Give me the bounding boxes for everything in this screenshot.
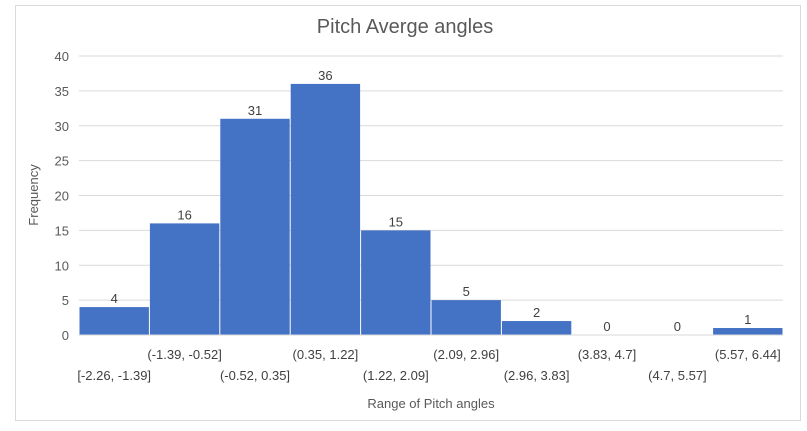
chart-title: Pitch Averge angles [317, 16, 493, 38]
y-tick-label: 15 [55, 223, 69, 238]
histogram-bar [79, 307, 149, 335]
data-label: 16 [177, 207, 191, 222]
y-tick-label: 25 [55, 154, 69, 169]
y-tick-label: 10 [55, 258, 69, 273]
y-tick-label: 30 [55, 119, 69, 134]
chart-frame [15, 5, 801, 421]
y-tick-label: 40 [55, 49, 69, 64]
histogram-bar [149, 223, 220, 335]
y-tick-label: 20 [55, 189, 69, 204]
x-tick-label: (4.7, 5.57] [648, 368, 707, 383]
x-tick-label: [-2.26, -1.39] [77, 368, 151, 383]
x-tick-label: (-1.39, -0.52] [147, 347, 221, 362]
y-tick-label: 5 [62, 293, 69, 308]
y-tick-label: 35 [55, 84, 69, 99]
histogram-bar [290, 83, 361, 336]
y-tick-label: 0 [62, 328, 69, 343]
histogram-bar [361, 230, 431, 335]
data-label: 15 [389, 214, 403, 229]
x-axis-label: Range of Pitch angles [367, 396, 495, 411]
x-axis-ticks: [-2.26, -1.39] (-1.39, -0.52] (-0.52, 0.35… [77, 347, 780, 383]
data-label: 5 [463, 284, 470, 299]
histogram-bar [501, 321, 572, 335]
data-label: 0 [603, 319, 610, 334]
x-tick-label: (0.35, 1.22] [293, 347, 359, 362]
data-labels: 4 16 31 36 15 5 2 0 0 1 [111, 68, 752, 334]
data-label: 2 [533, 305, 540, 320]
data-label: 31 [248, 103, 262, 118]
bars [79, 83, 783, 336]
x-tick-label: (1.22, 2.09] [363, 368, 429, 383]
data-label: 4 [111, 291, 118, 306]
x-tick-label: (5.57, 6.44] [715, 347, 781, 362]
x-tick-label: (-0.52, 0.35] [220, 368, 290, 383]
x-tick-label: (3.83, 4.7] [578, 347, 637, 362]
x-tick-label: (2.96, 3.83] [504, 368, 570, 383]
histogram-bar [431, 300, 501, 335]
y-axis-label: Frequency [26, 164, 41, 226]
data-label: 36 [318, 68, 332, 83]
y-axis-ticks: 0 5 10 15 20 25 30 35 40 [55, 49, 69, 343]
histogram-bar [713, 328, 783, 335]
data-label: 1 [744, 312, 751, 327]
x-tick-label: (2.09, 2.96] [433, 347, 499, 362]
histogram-bar [220, 118, 290, 336]
data-label: 0 [674, 319, 681, 334]
